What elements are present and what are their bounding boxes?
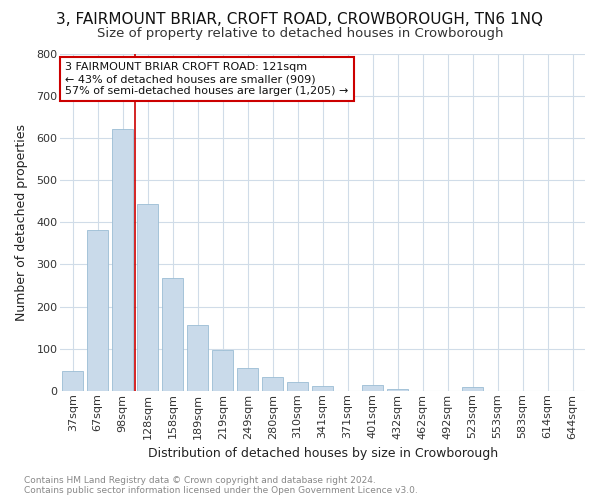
Bar xyxy=(262,378,283,391)
X-axis label: Distribution of detached houses by size in Crowborough: Distribution of detached houses by size … xyxy=(148,447,497,460)
Text: 3 FAIRMOUNT BRIAR CROFT ROAD: 121sqm
← 43% of detached houses are smaller (909)
: 3 FAIRMOUNT BRIAR CROFT ROAD: 121sqm ← 4… xyxy=(65,62,349,96)
Text: 3, FAIRMOUNT BRIAR, CROFT ROAD, CROWBOROUGH, TN6 1NQ: 3, FAIRMOUNT BRIAR, CROFT ROAD, CROWBORO… xyxy=(56,12,544,28)
Bar xyxy=(112,129,133,391)
Bar xyxy=(462,387,483,391)
Bar xyxy=(87,230,109,391)
Bar xyxy=(187,325,208,391)
Text: Size of property relative to detached houses in Crowborough: Size of property relative to detached ho… xyxy=(97,28,503,40)
Bar xyxy=(162,278,184,391)
Bar xyxy=(237,368,258,391)
Bar xyxy=(212,350,233,391)
Bar xyxy=(287,382,308,391)
Y-axis label: Number of detached properties: Number of detached properties xyxy=(15,124,28,321)
Text: Contains HM Land Registry data © Crown copyright and database right 2024.
Contai: Contains HM Land Registry data © Crown c… xyxy=(24,476,418,495)
Bar xyxy=(137,204,158,391)
Bar xyxy=(362,386,383,391)
Bar xyxy=(312,386,333,391)
Bar xyxy=(62,370,83,391)
Bar xyxy=(387,388,408,391)
